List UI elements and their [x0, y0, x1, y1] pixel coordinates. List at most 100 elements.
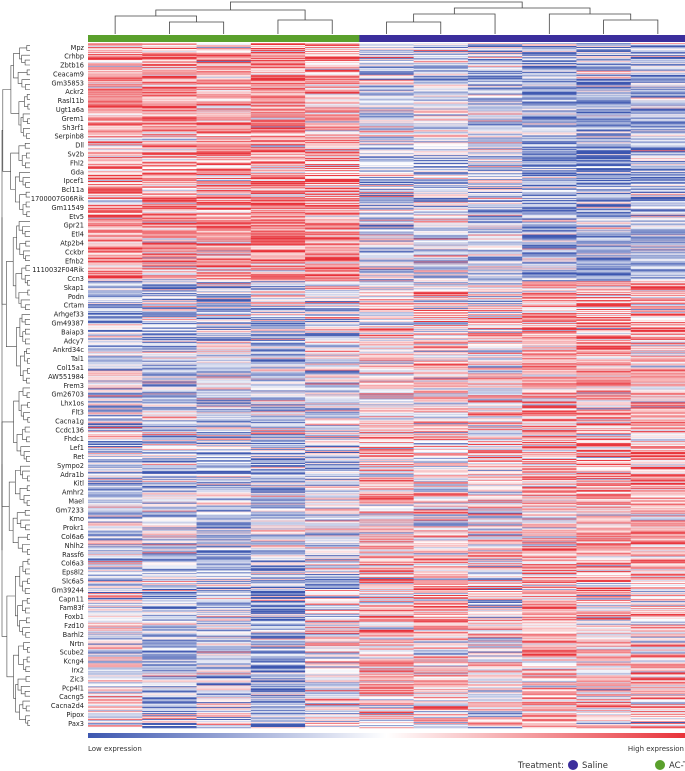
heatmap-cell [250, 389, 306, 391]
heatmap-cell [196, 107, 252, 109]
heatmap-cell [142, 422, 197, 424]
heatmap-cell [576, 243, 632, 245]
heatmap-cell [142, 351, 197, 354]
heatmap-cell [576, 242, 632, 244]
heatmap-cell [576, 446, 632, 448]
heatmap-cell [467, 218, 523, 221]
heatmap-cell [250, 229, 306, 231]
heatmap-cell [88, 154, 143, 156]
heatmap-cell [88, 131, 143, 133]
heatmap-cell [88, 447, 143, 449]
heatmap-cell [142, 95, 197, 97]
heatmap-cell [88, 328, 143, 331]
heatmap-cell [522, 116, 577, 118]
heatmap-cell [467, 464, 523, 467]
heatmap-cell [359, 297, 414, 299]
heatmap-cell [467, 44, 523, 47]
heatmap-cell [576, 304, 632, 306]
heatmap-cell [196, 238, 252, 240]
heatmap-cell [196, 350, 252, 353]
heatmap-cell [142, 210, 197, 213]
heatmap-cell [413, 443, 469, 445]
heatmap-cell [630, 55, 685, 58]
heatmap-cell [250, 52, 306, 55]
heatmap-cell [250, 406, 306, 408]
heatmap-cell [142, 222, 197, 224]
heatmap-cell [576, 104, 632, 106]
heatmap-cell [359, 136, 414, 138]
heatmap-cell [359, 373, 414, 375]
heatmap-cell [359, 81, 414, 84]
heatmap-cell [359, 268, 414, 270]
heatmap-cell [305, 465, 360, 468]
heatmap-cell [305, 65, 360, 68]
heatmap-cell [359, 356, 414, 358]
heatmap-cell [250, 301, 306, 303]
heatmap-cell [250, 455, 306, 458]
heatmap-cell [359, 335, 414, 338]
heatmap-cell [196, 417, 252, 419]
heatmap-cell [142, 77, 197, 80]
heatmap-cell [576, 359, 632, 361]
heatmap-cell [142, 181, 197, 184]
heatmap-cell [88, 384, 143, 386]
heatmap-cell [250, 426, 306, 428]
heatmap-cell [305, 88, 360, 90]
heatmap-cell [305, 129, 360, 131]
heatmap-cell [359, 91, 414, 93]
heatmap-cell [413, 349, 469, 352]
heatmap-cell [359, 416, 414, 418]
heatmap-cell [413, 318, 469, 321]
heatmap-cell [305, 235, 360, 237]
heatmap-cell [196, 51, 252, 54]
heatmap-cell [88, 187, 143, 190]
heatmap-cell [196, 387, 252, 389]
heatmap-cell [305, 368, 360, 370]
heatmap-cell [305, 219, 360, 221]
heatmap-cell [522, 410, 577, 412]
heatmap-cell [522, 247, 577, 249]
heatmap-cell [250, 420, 306, 422]
heatmap-cell [522, 86, 577, 88]
heatmap-cell [522, 218, 577, 221]
heatmap-cell [522, 381, 577, 383]
heatmap-cell [522, 297, 577, 299]
heatmap-cell [467, 113, 523, 115]
heatmap-cell [467, 373, 523, 375]
heatmap-cell [413, 87, 469, 89]
heatmap-cell [196, 430, 252, 432]
heatmap-cell [88, 292, 143, 294]
heatmap-cell [630, 84, 685, 86]
heatmap-cell [522, 422, 577, 424]
heatmap-cell [359, 166, 414, 168]
heatmap-cell [305, 101, 360, 103]
heatmap-cell [413, 368, 469, 370]
heatmap-cell [576, 418, 632, 420]
heatmap-cell [142, 296, 197, 298]
heatmap-cell [196, 303, 252, 305]
heatmap-cell [305, 194, 360, 197]
heatmap-cell [88, 463, 143, 466]
heatmap-cell [413, 292, 469, 294]
heatmap-cell [413, 117, 469, 119]
heatmap-cell [359, 253, 414, 255]
heatmap-cell [196, 49, 252, 52]
heatmap-cell [630, 242, 685, 244]
heatmap-cell [630, 234, 685, 236]
heatmap-cell [630, 319, 685, 322]
heatmap-cell [142, 321, 197, 324]
heatmap-cell [305, 92, 360, 94]
heatmap-cell [576, 184, 632, 187]
heatmap-cell [142, 356, 197, 358]
heatmap-cell [359, 122, 414, 124]
heatmap-cell [196, 109, 252, 111]
heatmap-cell [142, 439, 197, 441]
heatmap-cell [196, 211, 252, 214]
heatmap-cell [522, 307, 577, 309]
heatmap-cell [142, 407, 197, 409]
heatmap-cell [196, 202, 252, 205]
heatmap-cell [305, 68, 360, 71]
heatmap-cell [88, 143, 143, 145]
heatmap-cell [576, 112, 632, 114]
heatmap-cell [250, 180, 306, 182]
